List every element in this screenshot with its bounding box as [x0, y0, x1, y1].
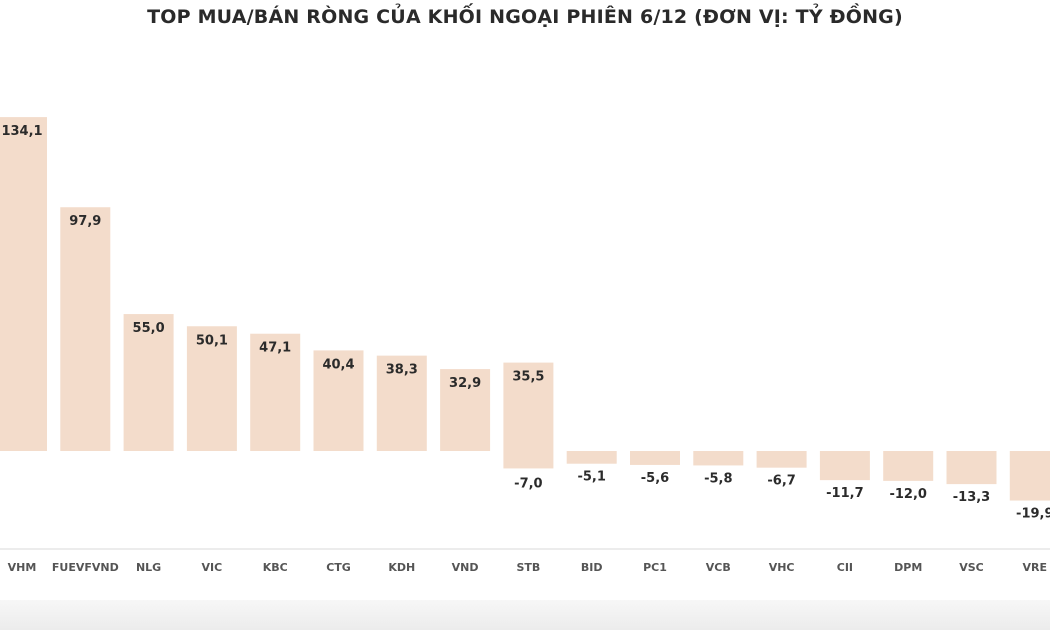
data-label-vnd: 32,9 [449, 376, 481, 391]
tick-label-vic: VIC [202, 561, 223, 574]
bar-bid [566, 451, 617, 464]
bar-pc1 [630, 451, 680, 465]
tick-label-vsc: VSC [959, 561, 984, 574]
bar-vic [186, 326, 237, 451]
tick-label-stb: STB [516, 561, 540, 574]
bar-nlg [123, 314, 174, 451]
bar-stb [503, 362, 554, 469]
tick-label-vnd: VND [452, 561, 479, 574]
tick-label-vre: VRE [1023, 561, 1048, 574]
tick-label-bid: BID [581, 561, 603, 574]
chart-title: TOP MUA/BÁN RÒNG CỦA KHỐI NGOẠI PHIÊN 6/… [147, 6, 903, 28]
data-label-vic: 50,1 [196, 333, 228, 348]
data-label-vre: -19,9 [1016, 507, 1050, 522]
tick-label-vcb: VCB [706, 561, 731, 574]
tick-label-cii: CII [837, 561, 853, 574]
bar-vnd [440, 369, 491, 451]
tick-label-pc1: PC1 [643, 561, 667, 574]
bar-dpm [883, 451, 934, 481]
x-tick-labels-group: VHM FUEVFVND NLG VIC KBC CTG KDH VND STB BID PC1 VC… [8, 561, 1047, 574]
extra-label-stb: -7,0 [514, 476, 542, 491]
data-label-vcb: -5,8 [704, 471, 732, 486]
bar-fuevfvnd [60, 207, 111, 451]
bar-cii [819, 451, 870, 481]
data-label-pc1: -5,6 [641, 471, 669, 486]
data-label-kdh: 38,3 [386, 363, 418, 378]
bar-kbc [250, 333, 301, 451]
tick-label-kdh: KDH [388, 561, 415, 574]
data-label-nlg: 55,0 [133, 321, 165, 336]
data-label-vsc: -13,3 [953, 490, 990, 505]
bar-chart: 134,1 97,9 55,0 50,1 47,1 40,4 38,3 32,9 35,5 -7,… [0, 117, 1050, 574]
bottom-strip [0, 600, 1050, 630]
tick-label-fuevfvnd: FUEVFVND [52, 561, 119, 574]
bar-vsc [946, 451, 997, 485]
tick-label-vhc: VHC [769, 561, 795, 574]
tick-label-dpm: DPM [894, 561, 922, 574]
data-label-dpm: -12,0 [889, 487, 926, 502]
tick-label-ctg: CTG [326, 561, 351, 574]
bar-kdh [376, 355, 427, 451]
data-label-kbc: 47,1 [259, 341, 291, 356]
bar-vhc [756, 451, 807, 468]
data-label-vhc: -6,7 [767, 474, 795, 489]
tick-label-vhm: VHM [8, 561, 37, 574]
bar-ctg [313, 350, 364, 451]
bar-vcb [693, 451, 744, 466]
data-label-fuevfvnd: 97,9 [69, 214, 101, 229]
data-label-ctg: 40,4 [322, 357, 354, 372]
bar-vre [1009, 451, 1050, 501]
data-label-stb: 35,5 [512, 370, 544, 385]
data-labels-group: 134,1 97,9 55,0 50,1 47,1 40,4 38,3 32,9 35,5 -7,… [1, 124, 1050, 521]
tick-label-kbc: KBC [263, 561, 288, 574]
bar-vhm [0, 117, 47, 451]
bars-group [0, 117, 1050, 501]
tick-label-nlg: NLG [136, 561, 161, 574]
data-label-cii: -11,7 [826, 486, 863, 501]
data-label-bid: -5,1 [577, 470, 605, 485]
data-label-vhm: 134,1 [1, 124, 42, 139]
